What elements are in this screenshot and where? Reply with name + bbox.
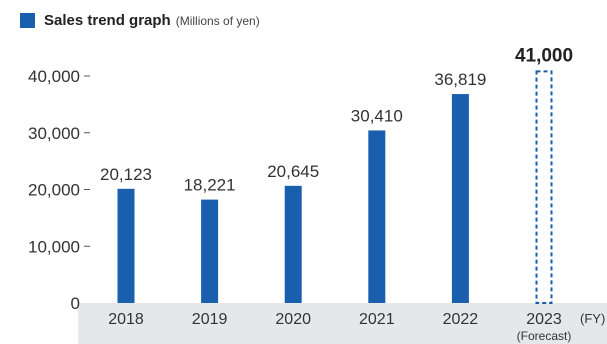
chart-title: Sales trend graph bbox=[44, 12, 171, 29]
data-label: 18,221 bbox=[184, 176, 236, 195]
x-tick-sublabel: (Forecast) bbox=[517, 329, 572, 343]
data-label: 20,123 bbox=[100, 165, 152, 184]
data-label: 36,819 bbox=[434, 70, 486, 89]
y-tick-label: 20,000 bbox=[28, 181, 80, 200]
x-tick-label: 2021 bbox=[359, 311, 395, 328]
x-axis: 2018 2019 2020 2021 2022 2023(Forecast) bbox=[108, 311, 571, 343]
bar bbox=[451, 94, 469, 303]
x-tick-label: 2018 bbox=[108, 311, 144, 328]
data-label: 41,000 bbox=[515, 45, 573, 66]
y-tick-label: 0 bbox=[71, 294, 80, 313]
bars: 20,123 18,221 20,645 30,410 36,819 41,000 bbox=[100, 45, 573, 304]
y-tick-label: 30,000 bbox=[28, 124, 80, 143]
chart-legend: Sales trend graph (Millions of yen) bbox=[20, 12, 260, 29]
data-label: 30,410 bbox=[351, 106, 403, 125]
x-tick-label: 2023 bbox=[526, 311, 562, 328]
x-tick-label: 2020 bbox=[275, 311, 311, 328]
x-axis-unit: (FY) bbox=[580, 311, 605, 326]
chart-unit: (Millions of yen) bbox=[175, 13, 260, 28]
bar-forecast bbox=[535, 70, 553, 304]
bar bbox=[368, 130, 386, 303]
y-tick-label: 10,000 bbox=[28, 237, 80, 256]
x-tick-label: 2019 bbox=[192, 311, 228, 328]
bar bbox=[201, 199, 219, 303]
x-tick-label: 2022 bbox=[443, 311, 479, 328]
y-axis: 0 10,000 20,000 30,000 40,000 bbox=[28, 67, 90, 313]
bar bbox=[117, 188, 135, 303]
y-tick-label: 40,000 bbox=[28, 67, 80, 86]
x-axis-band bbox=[78, 303, 607, 344]
bar bbox=[284, 185, 302, 303]
data-label: 20,645 bbox=[267, 162, 319, 181]
legend-swatch bbox=[20, 13, 35, 28]
